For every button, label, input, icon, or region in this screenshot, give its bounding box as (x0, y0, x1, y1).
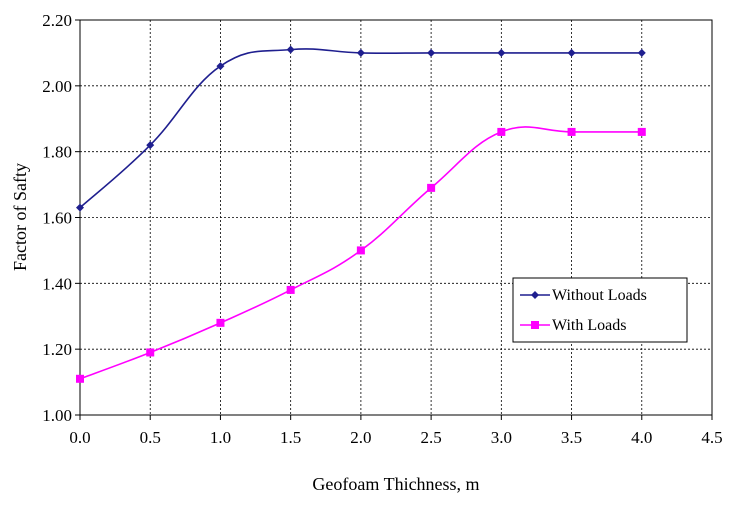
data-point-without-loads (146, 141, 155, 150)
y-tick-label: 2.00 (42, 77, 72, 96)
y-tick-label: 1.40 (42, 274, 72, 293)
y-tick-label: 2.20 (42, 11, 72, 30)
x-tick-label: 0.5 (140, 428, 161, 447)
y-axis-title: Factor of Safty (10, 163, 30, 271)
data-point-with-loads (216, 318, 225, 327)
data-point-with-loads (356, 246, 365, 255)
data-point-with-loads (497, 127, 506, 136)
grid-lines (75, 19, 713, 420)
data-point-with-loads (76, 374, 84, 383)
y-tick-label: 1.00 (42, 406, 72, 425)
x-tick-label: 1.0 (210, 428, 231, 447)
x-tick-label: 2.0 (350, 428, 371, 447)
series-layer (76, 45, 646, 383)
x-tick-label: 0.0 (69, 428, 90, 447)
y-tick-label: 1.80 (42, 143, 72, 162)
x-tick-label: 4.0 (631, 428, 652, 447)
legend-marker-with-loads (531, 321, 539, 329)
x-tick-label: 1.5 (280, 428, 301, 447)
data-point-with-loads (146, 348, 155, 357)
legend-label-with-loads: With Loads (552, 317, 626, 334)
data-point-with-loads (567, 127, 576, 136)
series-line-without-loads (79, 48, 642, 209)
data-point-with-loads (427, 183, 436, 192)
data-point-without-loads (497, 48, 506, 57)
y-tick-label: 1.20 (42, 340, 72, 359)
legend-box (512, 277, 688, 343)
x-axis-title: Geofoam Thichness, m (312, 474, 479, 494)
legend-marker-without-loads (531, 291, 539, 299)
data-point-without-loads (427, 48, 436, 57)
x-tick-label: 4.5 (701, 428, 722, 447)
legend-label-without-loads: Without Loads (552, 287, 647, 304)
data-point-with-loads (637, 127, 646, 136)
data-point-without-loads (567, 48, 576, 57)
data-point-with-loads (286, 285, 295, 294)
data-point-without-loads (216, 62, 225, 71)
x-tick-label: 3.0 (491, 428, 512, 447)
data-point-without-loads (637, 48, 646, 57)
tick-labels: 0.0 0.5 1.0 1.5 2.0 2.5 3.0 3.5 4.0 4.5 1.00 1.20 1.… (42, 11, 722, 447)
data-point-without-loads (356, 48, 365, 57)
legend: Without Loads With Loads (512, 277, 688, 343)
x-tick-label: 2.5 (420, 428, 441, 447)
data-point-without-loads (76, 203, 84, 212)
data-point-without-loads (286, 45, 295, 54)
x-tick-label: 3.5 (561, 428, 582, 447)
y-tick-label: 1.60 (42, 209, 72, 228)
